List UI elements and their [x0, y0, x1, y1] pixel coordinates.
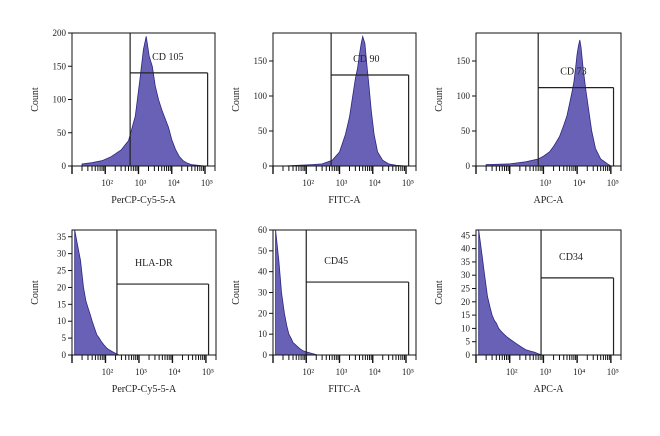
- plot-frame: [272, 229, 417, 356]
- x-axis-title: PerCP-Cy5-5-A: [112, 384, 177, 395]
- y-tick-label: 10: [57, 316, 67, 326]
- x-tick-label: 10³: [540, 178, 552, 188]
- x-tick-label: 10⁴: [168, 367, 180, 377]
- y-tick-label: 20: [258, 308, 268, 318]
- y-tick-label: 25: [461, 284, 471, 294]
- y-axis-title: Count: [30, 280, 41, 305]
- marker-label: CD 90: [353, 54, 379, 65]
- x-axis-title: APC-A: [533, 195, 564, 206]
- y-tick-label: 100: [254, 91, 268, 101]
- marker-label: CD 73: [560, 67, 586, 78]
- y-tick-label: 35: [461, 257, 471, 267]
- histogram-area: [74, 229, 119, 356]
- y-tick-label: 0: [263, 161, 268, 171]
- y-tick-label: 0: [62, 350, 67, 360]
- y-tick-label: 20: [461, 297, 471, 307]
- y-tick-label: 30: [258, 288, 268, 298]
- x-tick-label: 10³: [336, 367, 348, 377]
- marker-label: CD 105: [152, 52, 183, 63]
- y-tick-label: 0: [466, 161, 471, 171]
- x-tick-label: 10²: [302, 367, 314, 377]
- histogram-panel-3: CD 73 0 50 100 150 10³ 10⁴ 10⁵ APC-A Count: [434, 32, 622, 206]
- y-tick-label: 5: [466, 337, 471, 347]
- x-tick-label: 10⁵: [201, 178, 213, 188]
- x-tick-label: 10³: [540, 367, 552, 377]
- x-axis-title: APC-A: [533, 384, 564, 395]
- y-tick-label: 150: [53, 61, 67, 71]
- y-tick-label: 25: [57, 266, 67, 276]
- y-axis-title: Count: [434, 280, 445, 305]
- histogram-panel-4: HLA-DR 0 5 10 15 20 25 30 35 10² 10³ 10⁴ 10⁵ PerCP-Cy…: [30, 229, 217, 395]
- y-tick-label: 100: [53, 95, 67, 105]
- x-tick-label: 10²: [302, 178, 314, 188]
- y-tick-label: 15: [461, 310, 471, 320]
- x-tick-label: 10³: [135, 178, 147, 188]
- y-tick-label: 0: [466, 350, 471, 360]
- plot-frame: [71, 229, 217, 356]
- y-tick-label: 0: [62, 161, 67, 171]
- histogram-area: [478, 229, 543, 356]
- marker-label: CD45: [324, 256, 348, 267]
- x-tick-label: 10⁴: [168, 178, 180, 188]
- y-tick-label: 10: [461, 323, 471, 333]
- y-tick-label: 150: [457, 56, 471, 66]
- histogram-panel-2: CD 90 0 50 100 150 10² 10³ 10⁴ 10⁵ FITC-A Count: [231, 32, 417, 206]
- histogram-area: [275, 229, 318, 356]
- y-tick-label: 45: [461, 230, 471, 240]
- y-tick-label: 200: [53, 28, 67, 38]
- x-tick-label: 10²: [102, 367, 114, 377]
- y-tick-label: 150: [254, 56, 268, 66]
- x-tick-label: 10⁵: [402, 367, 414, 377]
- y-axis-title: Count: [231, 280, 242, 305]
- histogram-area: [485, 39, 613, 167]
- x-tick-label: 10⁵: [402, 178, 414, 188]
- marker-label: HLA-DR: [135, 258, 173, 269]
- plot-frame: [475, 32, 622, 167]
- y-tick-label: 100: [457, 91, 471, 101]
- plot-frame: [272, 32, 417, 167]
- y-tick-label: 50: [57, 128, 67, 138]
- y-tick-label: 50: [258, 246, 268, 256]
- y-tick-label: 0: [263, 350, 268, 360]
- histogram-area: [282, 34, 407, 167]
- y-tick-label: 30: [57, 249, 67, 259]
- x-tick-label: 10²: [506, 367, 518, 377]
- y-tick-label: 40: [258, 267, 268, 277]
- y-tick-label: 35: [57, 232, 67, 242]
- histogram-panel-5: CD45 0 10 20 30 40 50 60 10² 10³ 10⁴ 10⁵ FITC-A Count: [231, 225, 417, 395]
- histogram-panel-6: CD34 0 5 10 15 20 25 30 35 40 45 10² 10³ 10⁴ 10⁵ APC-A C…: [434, 229, 622, 395]
- x-tick-label: 10⁴: [573, 178, 585, 188]
- x-tick-label: 10⁴: [369, 178, 381, 188]
- x-axis-title: FITC-A: [328, 384, 361, 395]
- y-tick-label: 10: [258, 329, 268, 339]
- x-tick-label: 10²: [101, 178, 113, 188]
- marker-label: CD34: [559, 252, 583, 263]
- y-axis-title: Count: [231, 87, 242, 112]
- y-tick-label: 50: [461, 126, 471, 136]
- x-tick-label: 10³: [135, 367, 147, 377]
- y-tick-label: 5: [62, 333, 67, 343]
- y-tick-label: 40: [461, 244, 471, 254]
- y-tick-label: 30: [461, 270, 471, 280]
- y-tick-label: 15: [57, 299, 67, 309]
- y-axis-title: Count: [434, 87, 445, 112]
- x-tick-label: 10³: [336, 178, 348, 188]
- x-axis-title: FITC-A: [328, 195, 361, 206]
- histogram-panel-1: CD 105 0 50 100 150 200 10² 10³ 10⁴ 10⁵ PerCP-Cy5-…: [30, 28, 216, 206]
- y-tick-label: 20: [57, 282, 67, 292]
- y-axis-title: Count: [30, 87, 41, 112]
- plot-frame: [475, 229, 622, 356]
- x-tick-label: 10⁴: [573, 367, 585, 377]
- y-tick-label: 50: [258, 126, 268, 136]
- histogram-area: [81, 36, 206, 167]
- x-tick-label: 10⁵: [607, 367, 619, 377]
- x-tick-label: 10⁵: [202, 367, 214, 377]
- x-tick-label: 10⁵: [607, 178, 619, 188]
- x-axis-title: PerCP-Cy5-5-A: [111, 195, 176, 206]
- x-tick-label: 10⁴: [369, 367, 381, 377]
- y-tick-label: 60: [258, 225, 268, 235]
